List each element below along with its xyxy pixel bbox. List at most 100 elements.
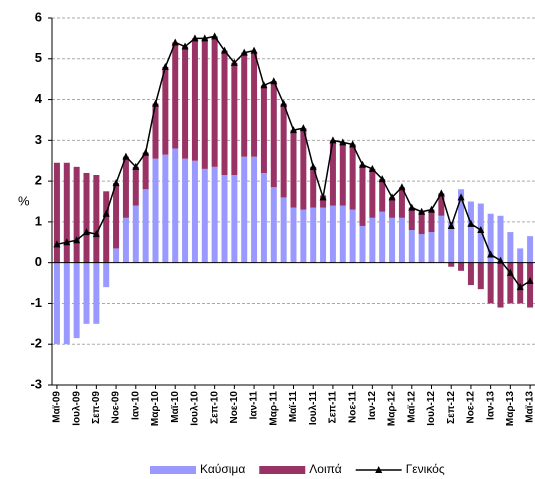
bar: [83, 172, 90, 263]
bar: [241, 52, 248, 157]
x-tick-label: Μαρ-13: [505, 391, 516, 427]
bar: [103, 191, 110, 263]
bar: [191, 160, 198, 263]
x-tick-label: Μαρ-11: [268, 391, 279, 426]
bar: [428, 232, 435, 263]
bar: [458, 189, 465, 263]
bar: [251, 156, 258, 263]
bar: [497, 215, 504, 263]
bar: [162, 66, 169, 155]
x-tick-label: Μαϊ-12: [406, 391, 417, 423]
bar: [507, 232, 514, 263]
marker: [368, 164, 376, 172]
bar: [487, 213, 494, 263]
bar: [418, 234, 425, 263]
bar: [310, 166, 317, 208]
marker: [191, 34, 199, 42]
bar: [359, 164, 366, 226]
marker: [457, 193, 465, 201]
marker: [112, 179, 120, 187]
x-tick-label: Ιαν-10: [130, 391, 141, 420]
bar: [63, 162, 70, 263]
bar: [320, 195, 327, 208]
marker: [250, 46, 258, 54]
legend-label: Λοιπά: [309, 462, 341, 476]
bar: [73, 166, 80, 263]
x-tick-label: Ιουλ-09: [71, 391, 82, 426]
marker: [497, 256, 504, 264]
bar: [201, 168, 208, 263]
marker: [290, 126, 297, 134]
x-tick-label: Μαϊ-09: [52, 391, 63, 423]
marker: [92, 230, 100, 238]
bar: [438, 193, 445, 216]
legend-swatch: [150, 466, 196, 474]
bar: [428, 209, 435, 233]
x-tick-label: Σεπ-10: [209, 391, 220, 424]
x-tick-label: Ιουλ-12: [426, 391, 437, 426]
bar: [527, 262, 534, 308]
legend-swatch: [259, 466, 306, 474]
bar: [53, 262, 60, 345]
bar: [221, 174, 228, 263]
bar: [369, 168, 376, 218]
bar: [379, 211, 386, 263]
bar: [349, 209, 356, 263]
marker: [270, 77, 278, 85]
marker: [260, 81, 268, 89]
bar: [221, 50, 228, 175]
marker: [378, 175, 386, 183]
x-tick-label: Νοε-12: [466, 391, 477, 424]
bar: [398, 187, 405, 218]
bar: [320, 207, 327, 263]
marker: [122, 152, 130, 160]
bar: [113, 183, 120, 249]
bar: [152, 158, 159, 263]
marker: [388, 193, 396, 201]
bar: [389, 197, 396, 218]
bar: [290, 207, 297, 263]
bar: [191, 38, 198, 161]
y-tick-label: 5: [35, 50, 42, 65]
bar: [418, 211, 425, 235]
marker: [428, 205, 435, 213]
bar: [231, 62, 238, 175]
legend-label: Καύσιμα: [200, 462, 245, 476]
marker: [359, 160, 366, 168]
marker: [152, 99, 159, 107]
y-axis-label: %: [18, 193, 30, 208]
x-tick-label: Ιαν-12: [367, 391, 378, 420]
bar: [339, 205, 346, 263]
marker: [349, 140, 357, 148]
bar: [339, 142, 346, 206]
x-tick-label: Μαϊ-13: [525, 391, 535, 423]
marker: [53, 240, 61, 248]
bar: [517, 262, 524, 304]
bar: [379, 179, 386, 212]
bar: [458, 262, 465, 271]
marker: [102, 209, 110, 217]
bar: [477, 262, 484, 290]
bar: [231, 174, 238, 263]
bar: [63, 262, 70, 345]
bar: [142, 152, 149, 190]
bar: [93, 174, 100, 263]
bar: [448, 221, 455, 263]
y-tick-label: 1: [35, 213, 42, 228]
bar: [300, 209, 307, 263]
marker: [221, 46, 228, 54]
bar: [132, 166, 139, 206]
bar: [142, 189, 149, 263]
marker: [211, 32, 219, 40]
bar: [201, 38, 208, 169]
x-tick-label: Νοε-09: [111, 391, 122, 424]
bar: [270, 81, 277, 188]
x-tick-label: Σεπ-11: [328, 391, 339, 424]
y-tick-label: 0: [35, 254, 42, 269]
y-tick-label: -2: [30, 336, 42, 351]
bar: [73, 262, 80, 339]
bar: [280, 103, 287, 198]
marker: [467, 219, 475, 227]
legend-marker: [375, 466, 383, 473]
bar: [182, 46, 189, 159]
